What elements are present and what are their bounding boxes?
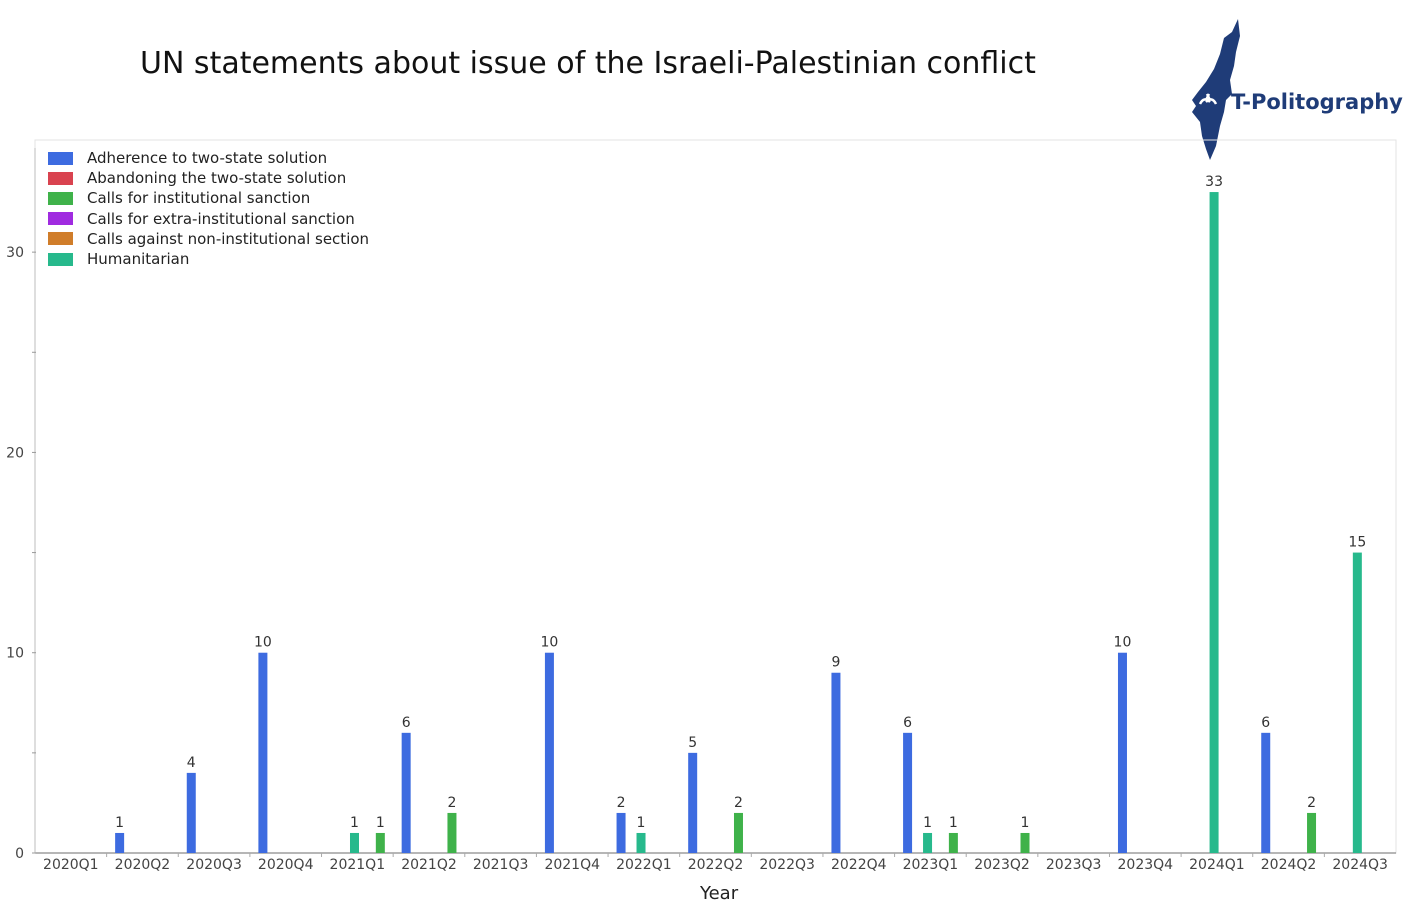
- x-tick-label: 2022Q3: [759, 857, 815, 873]
- bar-adherence-to-two-state-solution: [544, 652, 554, 853]
- bar-calls-for-institutional-sanction: [375, 832, 385, 853]
- bar-humanitarian: [349, 832, 359, 853]
- data-label: 1: [637, 815, 646, 831]
- bar-adherence-to-two-state-solution: [903, 732, 913, 853]
- x-tick-label: 2021Q2: [401, 857, 457, 873]
- data-label: 15: [1348, 535, 1366, 551]
- legend-label: Humanitarian: [87, 250, 190, 269]
- x-tick-label: 2023Q3: [1046, 857, 1102, 873]
- x-tick-label: 2022Q4: [831, 857, 887, 873]
- bar-calls-for-institutional-sanction: [1020, 832, 1030, 853]
- data-label: 2: [447, 795, 456, 811]
- data-label: 1: [115, 815, 124, 831]
- data-label: 5: [688, 735, 697, 751]
- bar-humanitarian: [1352, 552, 1362, 853]
- bar-adherence-to-two-state-solution: [401, 732, 411, 853]
- bar-calls-for-institutional-sanction: [733, 812, 743, 853]
- legend-item: Humanitarian: [48, 249, 369, 269]
- legend-swatch: [48, 151, 73, 165]
- bar-humanitarian: [636, 832, 646, 853]
- data-label: 9: [831, 655, 840, 671]
- data-label: 1: [376, 815, 385, 831]
- bar-calls-for-institutional-sanction: [447, 812, 457, 853]
- logo-text: T-Politography: [1231, 90, 1403, 114]
- bar-adherence-to-two-state-solution: [186, 772, 196, 853]
- x-tick-label: 2024Q3: [1332, 857, 1388, 873]
- x-tick-label: 2020Q2: [115, 857, 171, 873]
- y-tick-label: 20: [6, 445, 24, 461]
- data-label: 1: [949, 815, 958, 831]
- data-label: 1: [350, 815, 359, 831]
- x-tick-label: 2022Q2: [688, 857, 744, 873]
- bar-adherence-to-two-state-solution: [258, 652, 268, 853]
- legend-swatch: [48, 171, 73, 185]
- legend-swatch: [48, 232, 73, 246]
- x-axis-label: Year: [700, 883, 739, 904]
- data-label: 10: [254, 635, 272, 651]
- x-tick-label: 2024Q1: [1189, 857, 1245, 873]
- data-label: 1: [1021, 815, 1030, 831]
- x-tick-label: 2021Q1: [330, 857, 386, 873]
- y-tick-label: 30: [6, 245, 24, 261]
- legend-item: Abandoning the two-state solution: [48, 168, 369, 188]
- data-label: 10: [1114, 635, 1132, 651]
- x-tick-label: 2022Q1: [616, 857, 672, 873]
- legend-label: Calls for institutional sanction: [87, 189, 311, 208]
- bar-calls-for-institutional-sanction: [1307, 812, 1317, 853]
- data-label: 1: [923, 815, 932, 831]
- data-label: 10: [541, 635, 559, 651]
- data-label: 2: [617, 795, 626, 811]
- legend-label: Abandoning the two-state solution: [87, 169, 347, 188]
- legend-item: Calls against non-institutional section: [48, 229, 369, 249]
- bar-humanitarian: [1209, 192, 1219, 854]
- legend-swatch: [48, 212, 73, 226]
- legend: Adherence to two-state solution Abandonin…: [48, 148, 369, 269]
- data-label: 33: [1205, 174, 1223, 190]
- legend-swatch: [48, 191, 73, 205]
- data-label: 2: [1307, 795, 1316, 811]
- x-tick-label: 2021Q3: [473, 857, 529, 873]
- data-label: 6: [903, 715, 912, 731]
- legend-item: Calls for extra-institutional sanction: [48, 209, 369, 229]
- bar-adherence-to-two-state-solution: [1261, 732, 1271, 853]
- y-tick-label: 10: [6, 646, 24, 662]
- legend-item: Calls for institutional sanction: [48, 188, 369, 208]
- legend-label: Calls against non-institutional section: [87, 229, 370, 248]
- x-tick-label: 2021Q4: [544, 857, 600, 873]
- x-tick-label: 2020Q3: [186, 857, 242, 873]
- legend-item: Adherence to two-state solution: [48, 148, 369, 168]
- bar-humanitarian: [923, 832, 933, 853]
- data-label: 4: [187, 755, 196, 771]
- x-tick-label: 2024Q2: [1261, 857, 1317, 873]
- data-label: 6: [402, 715, 411, 731]
- legend-label: Adherence to two-state solution: [87, 149, 328, 168]
- y-tick-label: 0: [15, 846, 24, 862]
- x-tick-label: 2023Q4: [1118, 857, 1174, 873]
- bar-adherence-to-two-state-solution: [688, 752, 698, 853]
- x-tick-label: 2023Q1: [903, 857, 959, 873]
- data-label: 2: [734, 795, 743, 811]
- bar-adherence-to-two-state-solution: [616, 812, 626, 853]
- bar-adherence-to-two-state-solution: [115, 832, 125, 853]
- israel-map-icon: [1192, 19, 1240, 160]
- legend-swatch: [48, 252, 73, 266]
- data-label: 6: [1261, 715, 1270, 731]
- legend-label: Calls for extra-institutional sanction: [87, 209, 355, 228]
- x-tick-label: 2020Q4: [258, 857, 314, 873]
- bar-adherence-to-two-state-solution: [1117, 652, 1127, 853]
- bar-adherence-to-two-state-solution: [831, 672, 841, 853]
- bar-calls-for-institutional-sanction: [948, 832, 958, 853]
- x-tick-label: 2023Q2: [974, 857, 1030, 873]
- chart-title: UN statements about issue of the Israeli…: [140, 46, 1036, 81]
- x-tick-label: 2020Q1: [43, 857, 99, 873]
